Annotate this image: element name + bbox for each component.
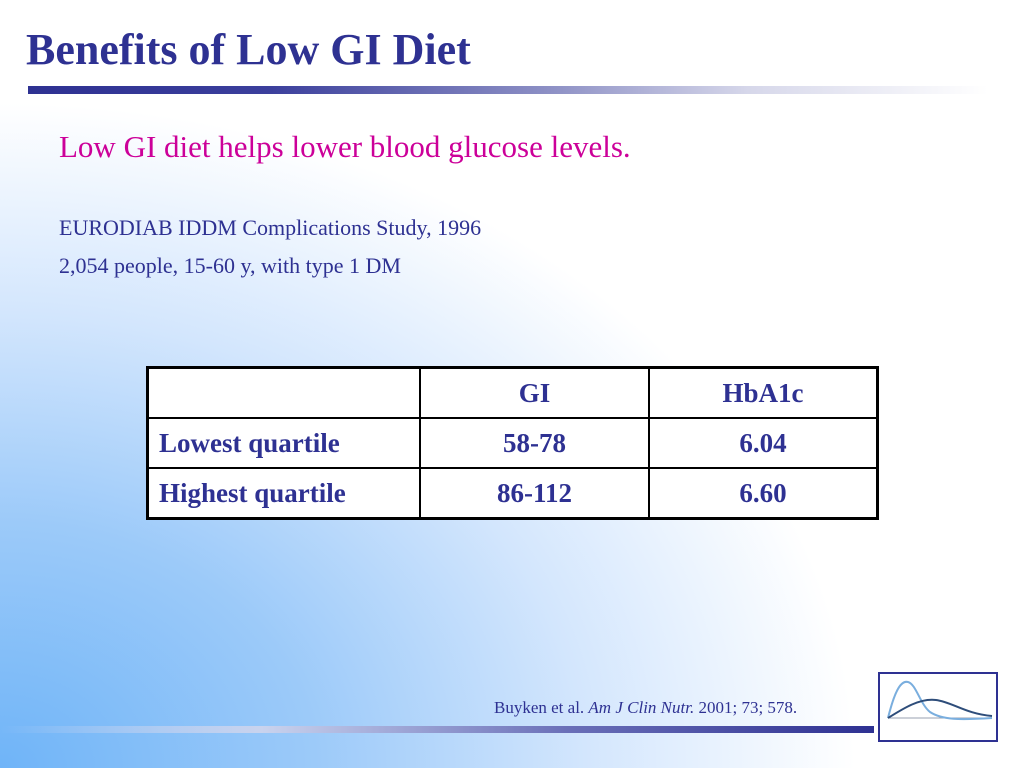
table-row: Highest quartile 86-112 6.60 (146, 467, 879, 520)
table-header-cell (146, 366, 421, 419)
table-cell: 6.04 (648, 417, 879, 469)
study-name: EURODIAB IDDM Complications Study, 1996 (59, 215, 482, 240)
table-header-cell: HbA1c (648, 366, 879, 419)
table-row-label: Lowest quartile (146, 417, 421, 469)
slide-title: Benefits of Low GI Diet (26, 25, 471, 74)
table-cell: 86-112 (419, 467, 650, 520)
table-header-cell: GI (419, 366, 650, 419)
slide-subtitle: Low GI diet helps lower blood glucose le… (59, 129, 631, 164)
footer-divider (0, 726, 874, 733)
table-row: Lowest quartile 58-78 6.04 (146, 417, 879, 469)
table-cell: 6.60 (648, 467, 879, 520)
citation-details: 2001; 73; 578. (698, 698, 798, 717)
table-row-label: Highest quartile (146, 467, 421, 520)
study-population: 2,054 people, 15-60 y, with type 1 DM (59, 253, 401, 278)
citation-authors: Buyken et al. (494, 698, 585, 717)
glucose-curve-icon (878, 672, 998, 742)
table-header-row: GI HbA1c (146, 366, 879, 419)
gi-hba1c-table: GI HbA1c Lowest quartile 58-78 6.04 High… (146, 366, 879, 520)
citation-journal: Am J Clin Nutr. (588, 698, 695, 717)
title-divider (28, 86, 988, 94)
table-cell: 58-78 (419, 417, 650, 469)
citation: Buyken et al. Am J Clin Nutr. 2001; 73; … (494, 697, 797, 719)
